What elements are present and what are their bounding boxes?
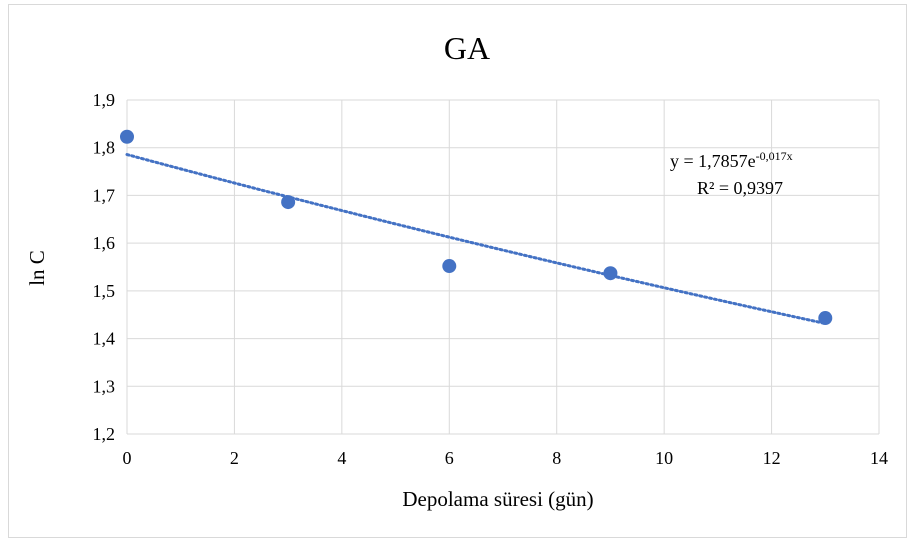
data-point	[120, 129, 134, 144]
x-tick-label: 10	[655, 448, 673, 468]
x-tick-label: 2	[230, 448, 239, 468]
x-tick-label: 6	[445, 448, 454, 468]
trendline-group	[125, 153, 827, 325]
data-point	[818, 311, 833, 326]
chart-title: GA	[444, 30, 490, 66]
r-squared-label: R² = 0,9397	[697, 178, 783, 198]
y-tick-label: 1,2	[93, 424, 116, 444]
x-axis-label: Depolama süresi (gün)	[402, 487, 593, 511]
trendline-equation: y = 1,7857e-0,017x	[670, 149, 793, 171]
trendline	[125, 153, 827, 325]
y-tick-label: 1,3	[93, 376, 116, 396]
y-tick-label: 1,5	[93, 281, 116, 301]
data-point	[281, 195, 296, 210]
equation-exponent: -0,017x	[756, 149, 793, 163]
data-points	[120, 129, 833, 326]
x-tick-label: 14	[870, 448, 888, 468]
y-tick-label: 1,7	[93, 185, 116, 205]
equation-prefix: y = 1,7857e	[670, 151, 756, 171]
y-tick-label: 1,4	[93, 329, 116, 349]
y-tick-label: 1,9	[93, 90, 116, 110]
x-tick-label: 12	[763, 448, 781, 468]
data-point	[442, 259, 457, 274]
x-tick-label: 4	[337, 448, 346, 468]
y-tick-label: 1,8	[93, 138, 116, 158]
tick-labels: 0 2 4 6 8 10 12 14 1,2 1,3 1,4 1,5 1,6 1,7 1,8 1,9	[93, 90, 889, 468]
y-axis-label: ln C	[25, 250, 49, 286]
x-tick-label: 8	[552, 448, 561, 468]
data-point	[603, 266, 618, 281]
grid	[126, 99, 880, 435]
x-tick-label: 0	[123, 448, 132, 468]
y-tick-label: 1,6	[93, 233, 116, 253]
chart-frame	[8, 4, 907, 538]
